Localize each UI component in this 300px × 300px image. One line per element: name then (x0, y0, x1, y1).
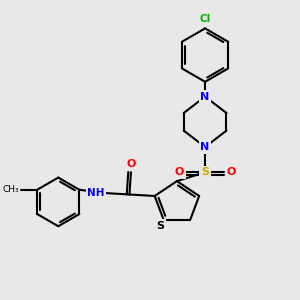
Text: O: O (126, 159, 136, 169)
Text: NH: NH (87, 188, 105, 198)
Text: N: N (200, 142, 210, 152)
Text: S: S (201, 167, 209, 177)
Text: CH₃: CH₃ (3, 185, 20, 194)
Text: O: O (175, 167, 184, 177)
Text: Cl: Cl (200, 14, 211, 24)
Text: N: N (200, 92, 210, 102)
Text: S: S (157, 220, 165, 231)
Text: O: O (226, 167, 236, 177)
